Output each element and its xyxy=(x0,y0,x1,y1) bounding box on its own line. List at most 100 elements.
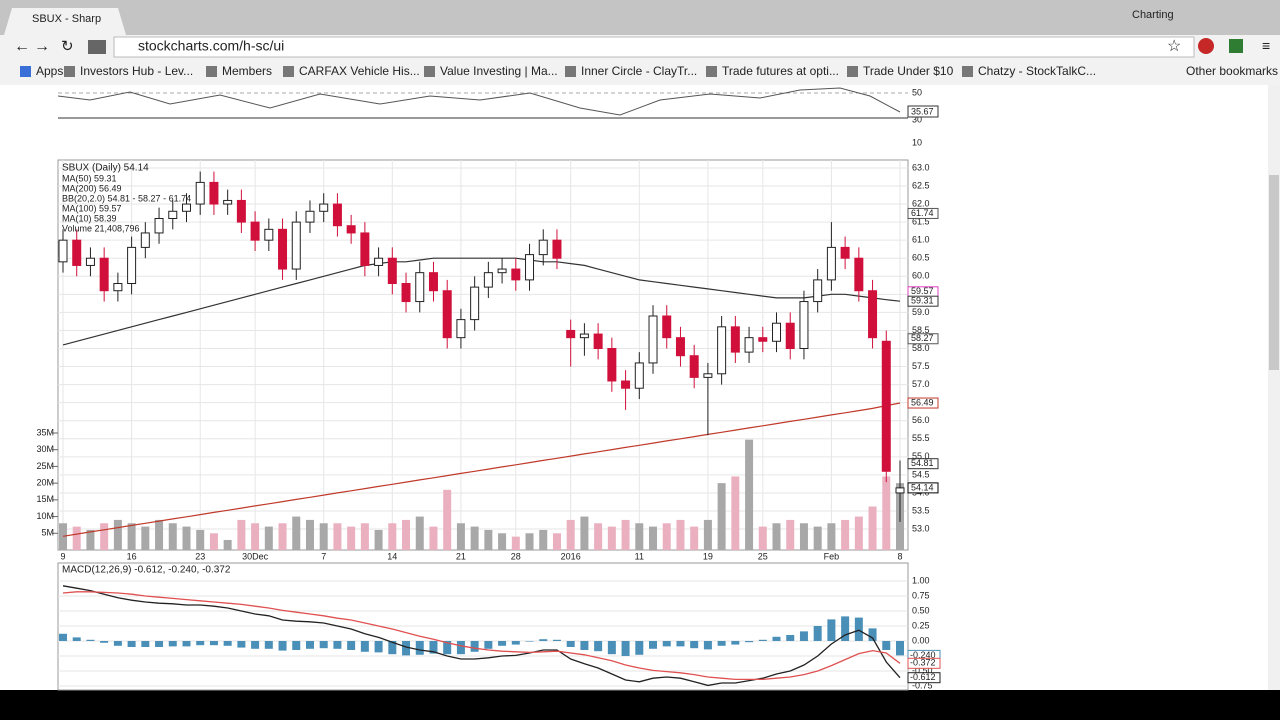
histogram-bar xyxy=(141,640,150,647)
histogram-bar xyxy=(841,616,850,641)
candle-body xyxy=(168,210,178,219)
histogram-bar xyxy=(594,640,603,652)
histogram-bar xyxy=(745,640,754,643)
y-tick-label: -0.75 xyxy=(912,680,933,690)
macd-badge-text: -0.372 xyxy=(910,658,936,668)
histogram-bar xyxy=(717,640,726,646)
bookmark-icon xyxy=(847,66,858,77)
x-tick-label: 19 xyxy=(703,551,713,561)
bookmark[interactable]: Apps xyxy=(36,64,63,78)
candle-body xyxy=(854,257,864,292)
candle-body xyxy=(415,272,425,303)
price-badge xyxy=(907,397,939,409)
histogram-bar xyxy=(209,640,218,646)
volume-bar xyxy=(264,526,273,550)
y-tick-label: 53.5 xyxy=(912,505,930,515)
histogram-bar xyxy=(292,640,301,650)
volume-bar xyxy=(209,533,218,550)
panel-label: 50 xyxy=(912,87,922,97)
histogram-bar xyxy=(182,640,191,647)
menu-button[interactable]: ≡ xyxy=(1262,38,1270,54)
address-bar[interactable] xyxy=(113,36,1195,58)
x-tick-label: 14 xyxy=(387,551,397,561)
bookmark[interactable]: Trade Under $10 xyxy=(863,64,954,78)
volume-bar xyxy=(676,519,685,550)
candle-body xyxy=(250,221,260,241)
x-tick-label: 7 xyxy=(321,551,326,561)
candle-body xyxy=(730,326,740,353)
chart-title: MACD(12,26,9) -0.612, -0.240, -0.372 xyxy=(62,565,231,576)
candle-body xyxy=(895,487,905,494)
volume-bar xyxy=(539,529,548,550)
extension-icon[interactable] xyxy=(1229,39,1243,53)
x-tick-label: 21 xyxy=(456,551,466,561)
candle-body xyxy=(470,286,480,321)
y-tick-label: 61.0 xyxy=(912,235,930,245)
histogram-bar xyxy=(511,640,520,645)
star-button[interactable]: ☆ xyxy=(1167,38,1181,55)
y-tick-label: 62.0 xyxy=(912,198,930,208)
bookmark[interactable]: CARFAX Vehicle His... xyxy=(299,64,420,78)
candle-body xyxy=(497,268,507,274)
candle-body xyxy=(223,199,233,205)
scrollbar-thumb[interactable] xyxy=(1269,175,1279,370)
x-tick-label: 25 xyxy=(758,551,768,561)
candle-body xyxy=(278,228,288,270)
y-tick-label: 61.5 xyxy=(912,216,930,226)
histogram-bar xyxy=(498,640,507,646)
bookmark-icon xyxy=(20,66,31,77)
extension-icon[interactable] xyxy=(1198,38,1214,54)
bookmark[interactable]: Chatzy - StockTalkC... xyxy=(978,64,1096,78)
macd-line xyxy=(62,591,901,681)
bookmark[interactable]: Trade futures at opti... xyxy=(722,64,839,78)
back-button[interactable]: ← xyxy=(14,38,30,55)
histogram-bar xyxy=(319,640,328,649)
bookmark[interactable]: Other bookmarks xyxy=(1186,64,1278,78)
x-tick-label: 16 xyxy=(127,551,137,561)
bookmarks-bar: Apps Investors Hub - Lev... Members CARFAX … xyxy=(20,64,1278,78)
candle-body xyxy=(346,225,356,234)
y-tick-label: 54.5 xyxy=(912,469,930,479)
volume-tick-label: 5M xyxy=(41,528,54,538)
volume-bar xyxy=(882,476,891,550)
price-badge xyxy=(907,482,939,494)
candle-body xyxy=(291,221,301,270)
volume-tick-label: 35M xyxy=(36,427,54,437)
bookmark[interactable]: Investors Hub - Lev... xyxy=(80,64,193,78)
x-tick-label: 2016 xyxy=(561,551,581,561)
y-tick-label: 1.00 xyxy=(912,575,930,585)
price-badge-text: 59.31 xyxy=(911,296,934,306)
candle-body xyxy=(662,315,672,339)
bookmark-icon xyxy=(64,66,75,77)
home-button[interactable] xyxy=(88,40,106,54)
bookmark[interactable]: Value Investing | Ma... xyxy=(440,64,558,78)
bookmark[interactable]: Members xyxy=(222,64,272,78)
x-tick-label: 9 xyxy=(60,551,65,561)
volume-bar xyxy=(566,519,575,550)
y-tick-label: 53.0 xyxy=(912,523,930,533)
histogram-bar xyxy=(813,625,822,641)
candle-body xyxy=(813,279,823,303)
active-tab[interactable] xyxy=(4,8,126,35)
bookmark[interactable]: Inner Circle - ClayTr... xyxy=(581,64,697,78)
y-tick-label: 0.50 xyxy=(912,605,930,615)
histogram-bar xyxy=(415,640,424,655)
volume-bar xyxy=(525,533,534,550)
price-badge-text: 59.57 xyxy=(911,286,934,296)
candle-body xyxy=(374,257,384,266)
volume-bar xyxy=(141,526,150,550)
volume-bar xyxy=(443,489,452,550)
histogram-bar xyxy=(168,640,177,647)
histogram-bar xyxy=(72,637,81,641)
url: stockcharts.com/h-sc/ui xyxy=(138,38,284,54)
volume-bar xyxy=(484,529,493,550)
y-tick-label: 59.0 xyxy=(912,307,930,317)
bookmark-icon xyxy=(565,66,576,77)
histogram-bar xyxy=(86,639,95,641)
reload-button[interactable]: ↻ xyxy=(61,38,74,55)
candle-body xyxy=(799,301,809,349)
volume-bar xyxy=(402,519,411,550)
histogram-bar xyxy=(127,640,136,647)
forward-button[interactable]: → xyxy=(34,38,50,55)
